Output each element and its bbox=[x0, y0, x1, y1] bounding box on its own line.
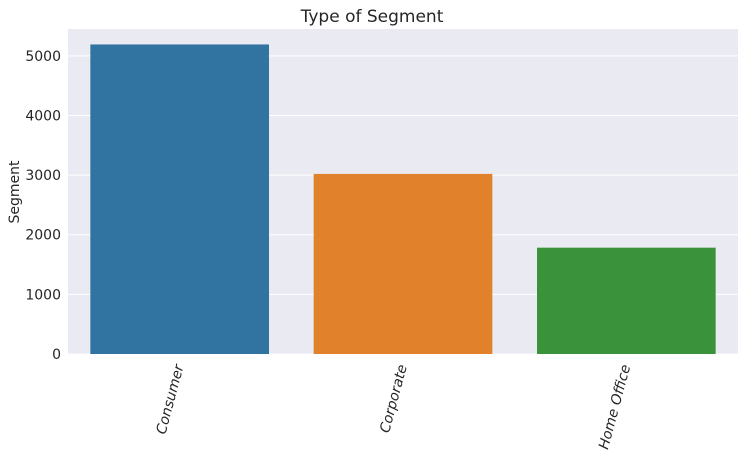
y-tick-label: 0 bbox=[52, 347, 61, 363]
y-tick-label: 1000 bbox=[25, 287, 61, 303]
bar-corporate bbox=[313, 173, 493, 354]
bars bbox=[90, 44, 716, 355]
chart-title: Type of Segment bbox=[300, 7, 444, 27]
x-tick-label: Corporate bbox=[377, 363, 411, 435]
y-axis-ticks: 0 1000 2000 3000 4000 5000 bbox=[25, 49, 61, 363]
x-axis-ticks: Consumer Corporate Home Office bbox=[154, 362, 635, 451]
x-tick-label: Consumer bbox=[154, 362, 188, 436]
y-tick-label: 3000 bbox=[25, 168, 61, 184]
bar-home-office bbox=[537, 247, 716, 354]
y-tick-label: 4000 bbox=[25, 108, 61, 124]
y-tick-label: 2000 bbox=[25, 228, 61, 244]
x-tick-label: Home Office bbox=[596, 363, 634, 451]
bar-consumer bbox=[90, 44, 269, 355]
y-tick-label: 5000 bbox=[25, 49, 61, 65]
y-axis-label: Segment bbox=[7, 160, 23, 224]
